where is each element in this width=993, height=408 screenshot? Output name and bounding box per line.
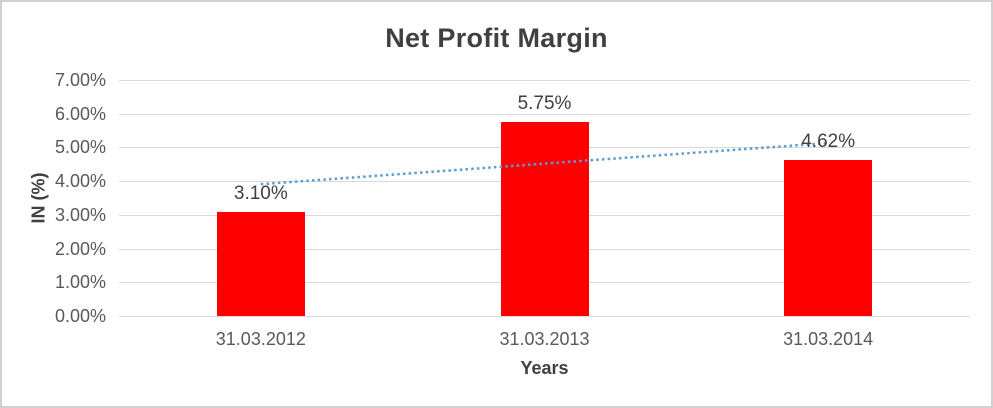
y-tick-label: 2.00% — [54, 238, 106, 259]
chart-title: Net Profit Margin — [385, 23, 608, 53]
bar-31.03.2013 — [500, 122, 589, 316]
bar-data-label: 3.10% — [233, 182, 288, 204]
bar-data-label: 5.75% — [517, 93, 572, 115]
bar-31.03.2012 — [216, 211, 305, 316]
x-tick-label: 31.03.2012 — [215, 329, 306, 349]
x-tick-label: 31.03.2013 — [499, 329, 590, 349]
y-tick-label: 0.00% — [54, 306, 106, 326]
y-tick-label: 6.00% — [54, 103, 106, 124]
x-tick-label: 31.03.2014 — [783, 329, 874, 349]
trendline — [260, 141, 829, 186]
x-axis-tick-labels: 31.03.2012 31.03.2013 31.03.2014 — [119, 330, 970, 350]
y-axis-tick-labels: 0.00% 1.00% 2.00% 3.00% 4.00% 5.00% 6.00% 7.00% — [30, 71, 106, 325]
y-tick-label: 5.00% — [54, 137, 106, 158]
plot-area: 3.10% 5.75% 4.62% — [119, 80, 970, 317]
y-tick-label: 3.00% — [54, 204, 106, 225]
x-axis-line — [119, 316, 970, 317]
y-tick-label: 7.00% — [54, 70, 106, 90]
bar-data-label: 4.62% — [801, 131, 856, 153]
bar-31.03.2014 — [784, 160, 873, 316]
y-tick-label: 1.00% — [54, 272, 106, 293]
gridline — [119, 113, 970, 115]
x-axis-title: Years — [520, 358, 569, 378]
gridline — [119, 80, 970, 81]
y-tick-label: 4.00% — [54, 171, 106, 192]
